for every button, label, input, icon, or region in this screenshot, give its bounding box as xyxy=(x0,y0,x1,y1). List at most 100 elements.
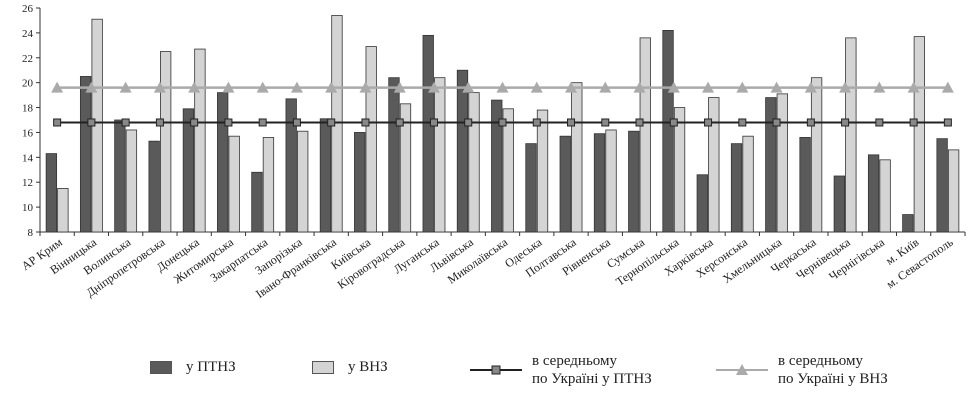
avg-marker-vnz xyxy=(153,81,166,93)
avg-marker-ptnz xyxy=(464,118,473,127)
y-tick-label: 12 xyxy=(22,177,33,189)
bar-vnz xyxy=(434,77,446,233)
avg-marker-ptnz xyxy=(395,118,404,127)
bar-ptnz xyxy=(148,140,160,233)
y-tick-label: 16 xyxy=(22,127,34,139)
bar-vnz xyxy=(194,48,206,233)
avg-marker-vnz xyxy=(119,81,132,93)
bar-ptnz xyxy=(217,92,229,233)
avg-marker-ptnz xyxy=(669,118,678,127)
avg-marker-vnz xyxy=(222,81,235,93)
bar-ptnz xyxy=(628,130,640,233)
bar-ptnz xyxy=(936,138,948,233)
bar-vnz xyxy=(776,93,788,233)
avg-marker-ptnz xyxy=(943,118,952,127)
avg-marker-ptnz xyxy=(327,118,336,127)
bar-vnz xyxy=(742,135,754,233)
avg-marker-vnz xyxy=(462,81,475,93)
avg-marker-vnz xyxy=(51,81,64,93)
avg-marker-ptnz xyxy=(875,118,884,127)
legend-swatch-vnz xyxy=(312,360,334,374)
bar-ptnz xyxy=(422,34,434,233)
bar-ptnz xyxy=(491,99,503,233)
bar-vnz xyxy=(399,103,412,233)
bar-vnz xyxy=(913,36,926,233)
legend-label-avg-ptnz-line1: в середньому xyxy=(532,353,617,369)
bar-vnz xyxy=(571,82,583,233)
legend-label-vnz: у ВНЗ xyxy=(348,359,388,375)
avg-marker-ptnz xyxy=(361,118,370,127)
avg-marker-ptnz xyxy=(190,118,199,127)
avg-marker-ptnz xyxy=(772,118,781,127)
bar-ptnz xyxy=(593,133,606,233)
bar-vnz xyxy=(605,129,617,233)
legend-item-vnz: у ВНЗ xyxy=(312,358,388,376)
avg-marker-ptnz xyxy=(841,118,850,127)
avg-marker-ptnz xyxy=(704,118,713,127)
legend-swatch-ptnz xyxy=(150,360,172,374)
bar-vnz xyxy=(297,130,309,233)
bar-vnz xyxy=(57,188,69,233)
legend: у ПТНЗ у ВНЗ в середньому по Україні у П… xyxy=(0,352,970,396)
bar-vnz xyxy=(468,92,480,233)
avg-marker-vnz xyxy=(427,81,440,93)
avg-marker-ptnz xyxy=(532,118,541,127)
bar-ptnz xyxy=(79,76,92,233)
legend-item-ptnz: у ПТНЗ xyxy=(150,358,236,376)
bar-ptnz xyxy=(354,132,366,233)
bar-ptnz xyxy=(867,154,880,233)
bar-vnz xyxy=(947,149,960,233)
avg-marker-vnz xyxy=(496,81,509,93)
y-tick-label: 26 xyxy=(22,3,34,15)
legend-item-avg-vnz: в середньому по Україні у ВНЗ xyxy=(716,352,888,388)
avg-marker-ptnz xyxy=(155,118,164,127)
legend-label-ptnz: у ПТНЗ xyxy=(186,359,236,375)
avg-marker-vnz xyxy=(702,81,715,93)
legend-label-avg-vnz-line1: в середньому xyxy=(778,353,863,369)
y-tick-label: 22 xyxy=(22,53,33,65)
avg-marker-ptnz xyxy=(292,118,301,127)
legend-swatch-avg-ptnz xyxy=(470,365,522,375)
avg-marker-vnz xyxy=(256,81,269,93)
avg-marker-ptnz xyxy=(224,118,233,127)
avg-marker-vnz xyxy=(393,81,406,93)
avg-marker-ptnz xyxy=(258,118,267,127)
bar-ptnz xyxy=(696,174,708,233)
bar-ptnz xyxy=(525,143,537,233)
avg-marker-ptnz xyxy=(429,118,438,127)
avg-marker-ptnz xyxy=(498,118,507,127)
legend-label-avg-ptnz-line2: по Україні у ПТНЗ xyxy=(532,371,652,387)
avg-marker-vnz xyxy=(873,81,886,93)
avg-marker-vnz xyxy=(188,81,201,93)
bar-ptnz xyxy=(388,77,400,233)
avg-marker-vnz xyxy=(530,81,543,93)
bar-ptnz xyxy=(833,175,845,233)
avg-marker-ptnz xyxy=(53,118,62,127)
avg-marker-vnz xyxy=(907,81,920,93)
avg-marker-ptnz xyxy=(121,118,130,127)
avg-marker-ptnz xyxy=(567,118,576,127)
avg-marker-vnz xyxy=(839,81,852,93)
bar-ptnz xyxy=(182,108,195,233)
legend-item-avg-ptnz: в середньому по Україні у ПТНЗ xyxy=(470,352,652,388)
avg-marker-vnz xyxy=(290,81,303,93)
bar-ptnz xyxy=(730,143,743,233)
bar-vnz xyxy=(673,107,686,233)
y-tick-label: 18 xyxy=(22,103,34,115)
bar-ptnz xyxy=(285,98,297,233)
avg-marker-ptnz xyxy=(601,118,610,127)
y-tick-label: 8 xyxy=(28,227,34,239)
bar-vnz xyxy=(810,77,823,233)
avg-marker-vnz xyxy=(565,81,578,93)
bar-ptnz xyxy=(456,69,469,233)
avg-marker-vnz xyxy=(667,81,680,93)
bar-vnz xyxy=(502,108,514,233)
avg-marker-vnz xyxy=(85,81,98,93)
bar-ptnz xyxy=(251,171,263,233)
bar-ptnz xyxy=(319,118,332,233)
y-tick-label: 10 xyxy=(22,202,34,214)
bar-vnz xyxy=(879,159,891,233)
avg-marker-vnz xyxy=(736,81,749,93)
avg-marker-ptnz xyxy=(87,118,96,127)
bar-vnz xyxy=(639,37,651,233)
